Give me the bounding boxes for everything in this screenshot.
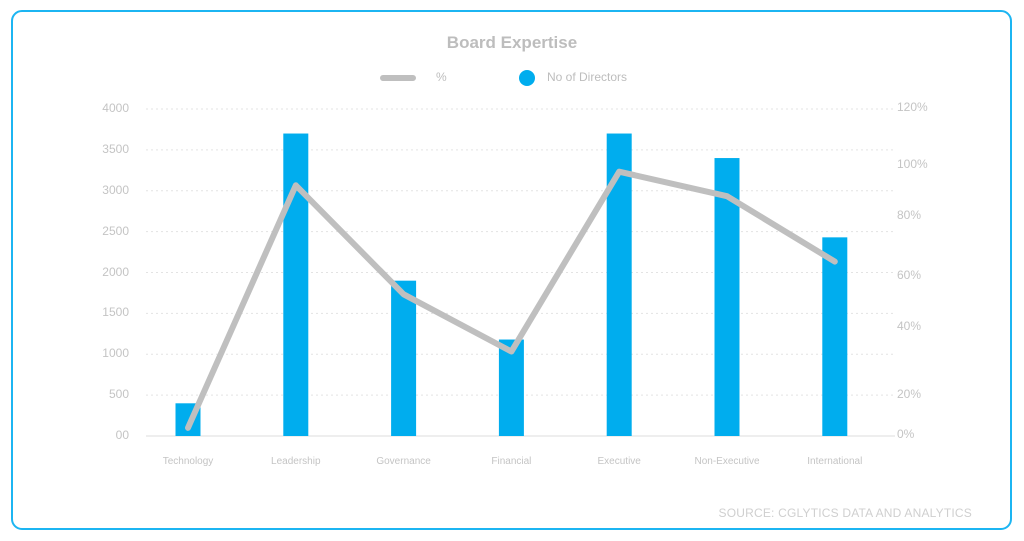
left-axis-tick: 2500 xyxy=(102,223,129,238)
bar-series-directors xyxy=(175,133,848,437)
right-axis-tick: 20% xyxy=(897,387,922,401)
left-axis-tick: 4000 xyxy=(102,101,129,115)
right-axis-tick: 120% xyxy=(897,100,928,114)
right-axis-tick: 0% xyxy=(897,427,915,441)
left-axis-tick: 3000 xyxy=(102,182,129,197)
chart-title: Board Expertise xyxy=(446,33,578,52)
left-axis-tick: 00 xyxy=(115,428,129,442)
bar-international xyxy=(822,237,848,436)
right-axis-tick: 60% xyxy=(897,268,922,282)
line-series-percent xyxy=(185,168,838,431)
bar-financial xyxy=(498,339,524,436)
left-axis-tick: 3500 xyxy=(102,141,129,156)
legend-circle-icon xyxy=(519,70,535,86)
x-axis-category: International xyxy=(807,456,863,467)
bar-governance xyxy=(391,280,417,436)
legend-label-percent: % xyxy=(436,70,447,84)
x-axis-category: Executive xyxy=(597,456,641,467)
left-axis-tick: 1500 xyxy=(102,305,129,320)
right-axis-tick: 100% xyxy=(897,157,928,171)
source-note: SOURCE: CGLYTICS DATA AND ANALYTICS xyxy=(718,506,972,520)
left-axis-tick: 2000 xyxy=(102,264,129,279)
left-axis-tick: 500 xyxy=(108,387,129,402)
right-axis-tick: 40% xyxy=(897,319,922,333)
x-axis-category: Governance xyxy=(376,456,431,467)
x-axis-category: Non-Executive xyxy=(694,456,760,467)
legend-label-directors: No of Directors xyxy=(547,70,628,84)
x-axis-category: Technology xyxy=(162,456,214,467)
bar-executive xyxy=(606,133,632,436)
right-axis-tick: 80% xyxy=(897,208,922,222)
left-axis-tick: 1000 xyxy=(102,346,129,361)
x-axis-category: Leadership xyxy=(271,456,321,467)
bar-leadership xyxy=(283,133,309,436)
x-axis-category: Financial xyxy=(491,456,532,467)
